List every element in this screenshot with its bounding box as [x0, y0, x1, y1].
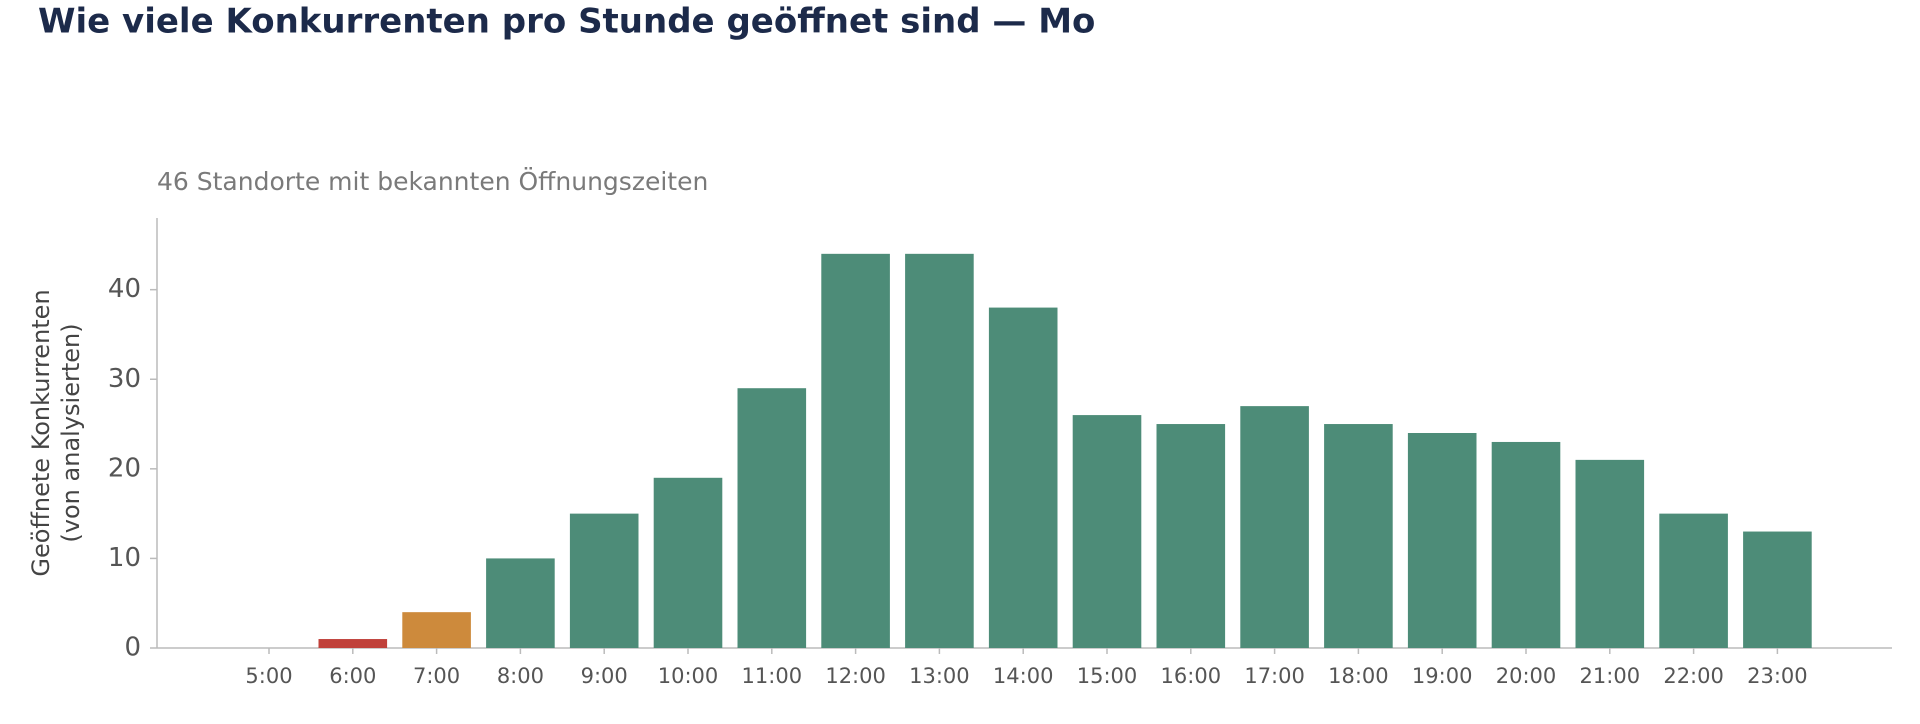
- x-tick-label: 18:00: [1328, 664, 1389, 688]
- bar: [1659, 513, 1728, 648]
- y-axis-label-line: (von analysierten): [57, 323, 85, 542]
- bar: [1072, 415, 1142, 648]
- bar: [1743, 531, 1812, 648]
- x-tick-label: 19:00: [1412, 664, 1473, 688]
- x-tick-label: 5:00: [245, 664, 292, 688]
- x-tick-label: 11:00: [742, 664, 803, 688]
- x-tick-label: 12:00: [825, 664, 886, 688]
- bar: [905, 253, 974, 649]
- bar: [318, 639, 388, 648]
- bar: [1407, 433, 1477, 648]
- bar: [486, 558, 555, 648]
- x-tick-label: 20:00: [1496, 664, 1557, 688]
- bar: [402, 612, 471, 648]
- x-tick-label: 6:00: [329, 664, 376, 688]
- bar: [569, 513, 639, 648]
- y-axis-label: Geöffnete Konkurrenten (von analysierten…: [27, 289, 85, 576]
- x-tick-label: 13:00: [909, 664, 970, 688]
- x-tick-label: 9:00: [581, 664, 628, 688]
- y-axis-label-line: Geöffnete Konkurrenten: [27, 289, 55, 576]
- chart-title: Wie viele Konkurrenten pro Stunde geöffn…: [38, 2, 1095, 42]
- y-tick-label: 40: [108, 274, 141, 304]
- y-tick-label: 0: [124, 633, 141, 663]
- bar: [821, 253, 890, 649]
- x-tick-label: 7:00: [413, 664, 460, 688]
- chart-subtitle: 46 Standorte mit bekannten Öffnungszeite…: [157, 167, 708, 196]
- x-tick-label: 15:00: [1077, 664, 1138, 688]
- y-tick-label: 20: [108, 453, 141, 483]
- x-tick-label: 14:00: [993, 664, 1054, 688]
- x-tick-label: 17:00: [1244, 664, 1305, 688]
- y-tick-label: 30: [108, 364, 141, 394]
- x-tick-label: 10:00: [658, 664, 719, 688]
- x-tick-label: 23:00: [1747, 664, 1808, 688]
- bar: [737, 388, 807, 648]
- x-tick-label: 22:00: [1663, 664, 1724, 688]
- bar: [1240, 406, 1309, 648]
- bar: [1156, 424, 1226, 648]
- bar: [988, 307, 1058, 648]
- bar: [1324, 424, 1393, 648]
- y-tick-label: 10: [108, 543, 141, 573]
- bar: [1575, 459, 1645, 648]
- bar: [1491, 441, 1561, 648]
- x-tick-label: 21:00: [1580, 664, 1641, 688]
- bar: [653, 477, 723, 648]
- x-tick-label: 16:00: [1161, 664, 1222, 688]
- x-tick-label: 8:00: [497, 664, 544, 688]
